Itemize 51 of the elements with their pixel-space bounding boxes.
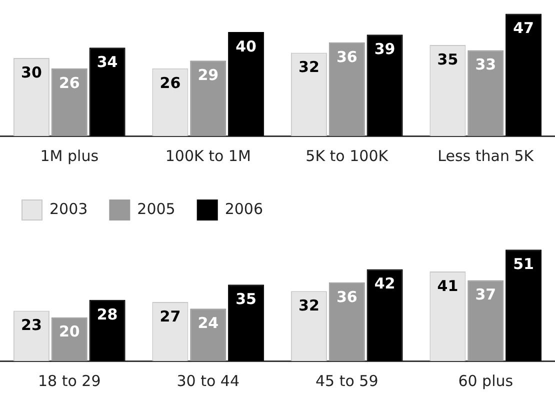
data-label: 36	[336, 48, 358, 66]
bar	[228, 32, 264, 136]
bar	[89, 48, 126, 136]
x-tick-label: 100K to 1M	[165, 146, 251, 165]
data-label: 35	[437, 50, 458, 68]
x-tick-label: 30 to 44	[176, 372, 240, 390]
data-label: 32	[298, 58, 320, 76]
x-tick-label: 1M plus	[40, 146, 99, 165]
x-tick-label: 18 to 29	[38, 372, 101, 390]
bar	[468, 280, 504, 361]
data-label: 23	[21, 316, 42, 334]
data-label: 51	[513, 255, 534, 274]
data-label: 24	[198, 314, 219, 332]
data-label: 42	[374, 274, 396, 293]
data-label: 36	[336, 288, 358, 306]
bar	[89, 300, 126, 361]
data-label: 29	[198, 66, 219, 84]
data-label: 40	[236, 37, 256, 56]
bar	[228, 284, 264, 361]
bar	[51, 68, 88, 136]
data-label: 30	[21, 63, 42, 82]
bar	[328, 42, 365, 136]
bar	[468, 50, 504, 136]
data-label: 33	[475, 56, 496, 74]
bar	[366, 269, 403, 361]
data-label: 35	[236, 290, 256, 308]
bar	[190, 60, 226, 136]
data-label: 37	[475, 286, 496, 304]
data-label: 26	[58, 74, 80, 92]
legend-label: 2005	[137, 200, 176, 218]
bar	[51, 317, 88, 361]
legend-label: 2003	[50, 200, 88, 218]
x-tick-label: 60 plus	[458, 372, 514, 390]
x-tick-label: 5K to 100K	[306, 146, 390, 165]
data-label: 20	[58, 322, 80, 341]
data-label: 34	[96, 52, 118, 71]
data-label: 26	[160, 74, 181, 92]
x-tick-label: Less than 5K	[438, 146, 535, 165]
data-label: 27	[160, 307, 181, 326]
x-tick-label: 45 to 59	[315, 372, 378, 390]
bar	[328, 282, 365, 361]
data-label: 47	[513, 19, 534, 38]
data-label: 32	[298, 296, 320, 315]
bar	[190, 308, 226, 361]
bar	[366, 34, 403, 136]
legend-label: 2006	[224, 200, 264, 218]
data-label: 39	[374, 40, 396, 58]
bar	[506, 14, 542, 136]
bar	[506, 250, 542, 361]
data-label: 28	[96, 305, 118, 324]
data-label: 41	[437, 276, 458, 295]
